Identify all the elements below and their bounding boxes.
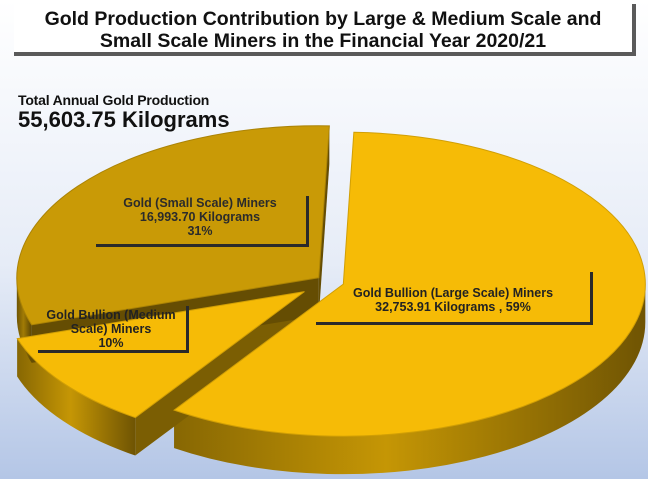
data-label-small-scale-line-1: Gold (Small Scale) Miners [123, 196, 277, 210]
slice-small-scale [16, 125, 330, 326]
chart-title-box: Gold Production Contribution by Large & … [14, 4, 636, 56]
chart-title-line-2: Small Scale Miners in the Financial Year… [99, 30, 547, 52]
total-production-value: 55,603.75 Kilograms [18, 107, 230, 132]
medium-scale-callout-tick [186, 306, 189, 353]
data-label-large-scale: Gold Bullion (Large Scale) Miners 32,753… [322, 286, 584, 314]
data-label-medium-scale-line-2: Scale) Miners [70, 322, 152, 336]
data-label-small-scale-line-3: 31% [187, 224, 213, 238]
large-scale-callout-line [316, 322, 592, 325]
slice-radial-wall-small-scale-end [318, 125, 330, 316]
small-scale-callout-line [96, 244, 308, 247]
large-scale-callout-tick [590, 272, 593, 325]
data-label-medium-scale: Gold Bullion (Medium Scale) Miners 10% [36, 308, 186, 350]
data-label-small-scale-line-2: 16,993.70 Kilograms [139, 210, 261, 224]
slice-side-large-scale-0 [174, 284, 646, 475]
data-label-large-scale-line-1: Gold Bullion (Large Scale) Miners [352, 286, 554, 300]
data-label-medium-scale-line-3: 10% [98, 336, 124, 350]
slice-large-scale [173, 131, 646, 437]
medium-scale-callout-line [38, 350, 189, 353]
slice-side-medium-scale-0 [17, 338, 136, 456]
chart-title: Gold Production Contribution by Large & … [14, 8, 632, 52]
small-scale-callout-tick [306, 196, 309, 247]
total-production-label: Total Annual Gold Production [18, 92, 210, 108]
slice-medium-scale [16, 291, 305, 419]
data-label-large-scale-line-2: 32,753.91 Kilograms , 59% [375, 300, 531, 314]
data-label-medium-scale-line-1: Gold Bullion (Medium [46, 308, 176, 322]
data-label-small-scale: Gold (Small Scale) Miners 16,993.70 Kilo… [98, 196, 302, 238]
chart-title-line-1: Gold Production Contribution by Large & … [44, 8, 602, 30]
